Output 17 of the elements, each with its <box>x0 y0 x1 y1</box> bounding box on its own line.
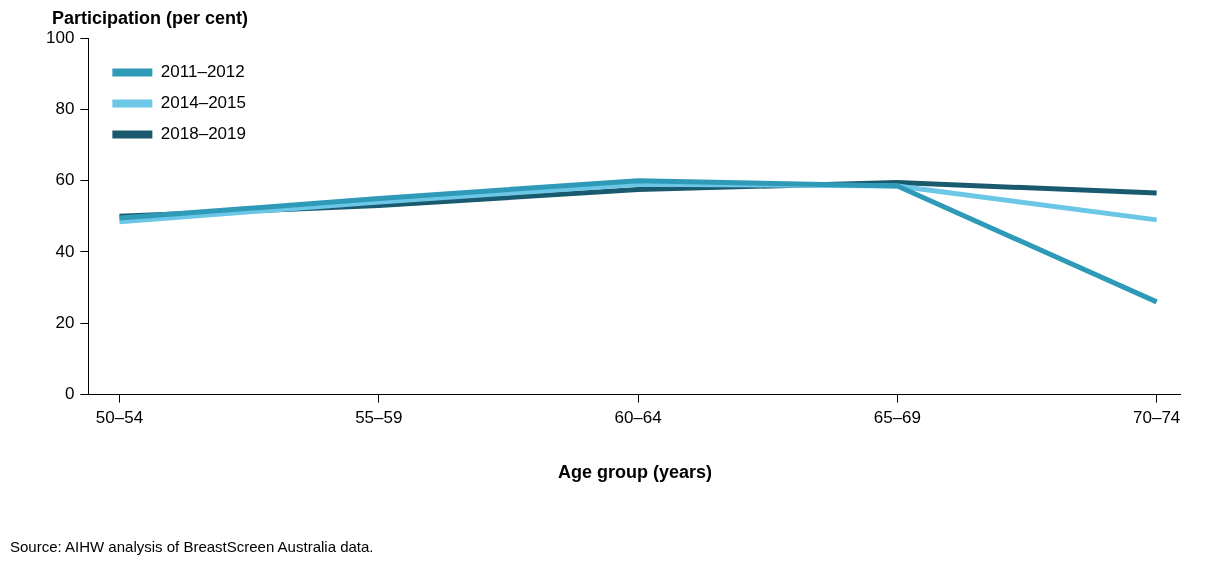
y-tick-label: 20 <box>55 312 75 332</box>
legend-label: 2014–2015 <box>160 93 246 113</box>
x-axis-title: Age group (years) <box>557 462 713 483</box>
y-tick-label: 0 <box>64 384 75 404</box>
y-tick-label: 100 <box>45 27 75 47</box>
x-tick-label: 55–59 <box>355 408 403 428</box>
y-axis-title: Participation (per cent) <box>52 8 249 29</box>
y-tick-label: 40 <box>55 241 75 261</box>
y-tick-label: 60 <box>55 170 75 190</box>
x-tick-label: 70–74 <box>1133 408 1181 428</box>
y-tick-label: 80 <box>55 99 75 119</box>
x-tick-label: 50–54 <box>95 408 144 428</box>
legend-label: 2018–2019 <box>160 124 246 144</box>
legend-label: 2011–2012 <box>160 62 245 82</box>
source-note: Source: AIHW analysis of BreastScreen Australia data. <box>10 538 374 555</box>
x-tick-label: 60–64 <box>614 408 662 428</box>
x-tick-label: 65–69 <box>873 408 922 428</box>
